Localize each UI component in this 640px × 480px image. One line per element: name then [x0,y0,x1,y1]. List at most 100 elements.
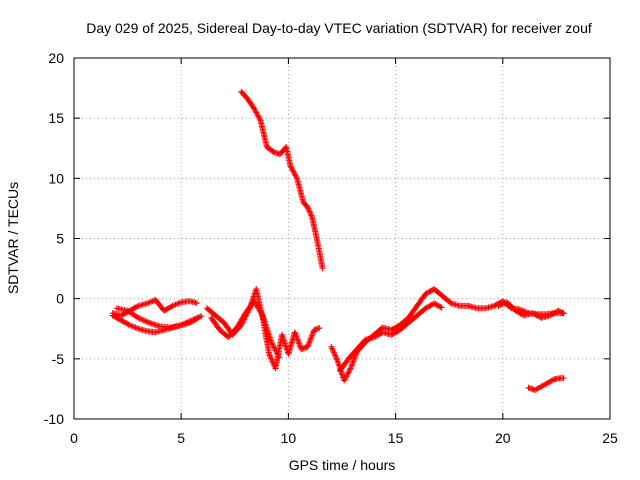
x-axis-label: GPS time / hours [289,457,396,473]
data-point [333,355,340,362]
data-point [182,320,189,327]
data-point [135,314,142,321]
data-point [329,346,336,353]
data-point [307,209,314,216]
data-point [289,167,296,174]
data-point [344,372,351,379]
data-point [193,300,200,307]
data-point [184,319,191,326]
data-point [334,356,341,363]
series-marks [109,296,200,319]
data-point [258,311,265,318]
data-point [187,317,194,324]
series-marks [336,300,445,374]
data-point [304,204,311,211]
data-point [341,376,348,383]
data-point [547,378,554,385]
data-point [330,348,337,355]
data-point [305,340,312,347]
data-point [345,369,352,376]
data-point [351,355,358,362]
data-point [268,338,275,345]
data-point [191,316,198,323]
data-point [268,340,275,347]
data-point [186,318,193,325]
data-point [535,384,542,391]
data-point [293,333,300,340]
series-marks [238,88,326,272]
data-point [271,346,278,353]
x-tick-label: 25 [602,430,618,446]
data-point [307,211,314,218]
x-tick-label: 20 [495,430,511,446]
data-point [328,343,335,350]
data-point [559,309,566,316]
data-point [544,379,551,386]
data-point [296,340,303,347]
data-point [178,322,185,329]
data-point [290,168,297,175]
series-marks [495,299,567,321]
data-point [254,112,261,119]
data-point [291,169,298,176]
x-tick-label: 10 [281,430,297,446]
axis-ticks [73,57,611,420]
data-point [331,351,338,358]
data-point [143,318,150,325]
data-point [274,351,281,358]
data-point [195,314,202,321]
data-point [198,313,205,320]
y-tick-label: 10 [48,170,64,186]
x-tick-labels: 0 5 10 15 20 25 [70,430,618,446]
data-point [306,339,313,346]
data-point [253,109,260,116]
data-point [128,322,135,329]
y-axis-label: SDTVAR / TECUs [5,182,21,294]
data-point [332,352,339,359]
data-point [126,322,133,329]
data-point [266,351,273,358]
data-point [169,302,176,309]
x-tick-label: 15 [388,430,404,446]
series-marks [328,286,567,384]
data-point [307,335,314,342]
data-point [183,319,190,326]
data-point [447,299,454,306]
y-tick-label: -5 [52,351,65,367]
data-point [348,364,355,371]
data-point [287,163,294,170]
data-point [332,353,339,360]
data-point [543,380,550,387]
data-point [308,332,315,339]
series-marks [113,305,205,331]
data-point [192,315,199,322]
data-point [132,324,139,331]
data-point [288,165,295,172]
data-point [255,113,262,120]
data-point [341,377,348,384]
data-point [539,382,546,389]
data-point [134,314,141,321]
data-point [272,347,279,354]
data-point [139,316,146,323]
data-point [344,370,351,377]
data-point [316,325,323,332]
data-point [305,205,312,212]
data-point [346,366,353,373]
data-point [349,361,356,368]
data-point [291,171,298,178]
x-tick-label: 0 [70,430,78,446]
data-point [133,325,140,332]
data-point [172,301,179,308]
data-point [538,383,545,390]
data-point [129,323,136,330]
data-point [251,105,258,112]
data-point [555,307,562,314]
data-point [273,348,280,355]
data-point [310,329,317,336]
series-marks [208,298,283,361]
data-point [531,387,538,394]
data-point [437,303,444,310]
y-tick-label: -10 [44,411,64,427]
data-point [194,314,201,321]
